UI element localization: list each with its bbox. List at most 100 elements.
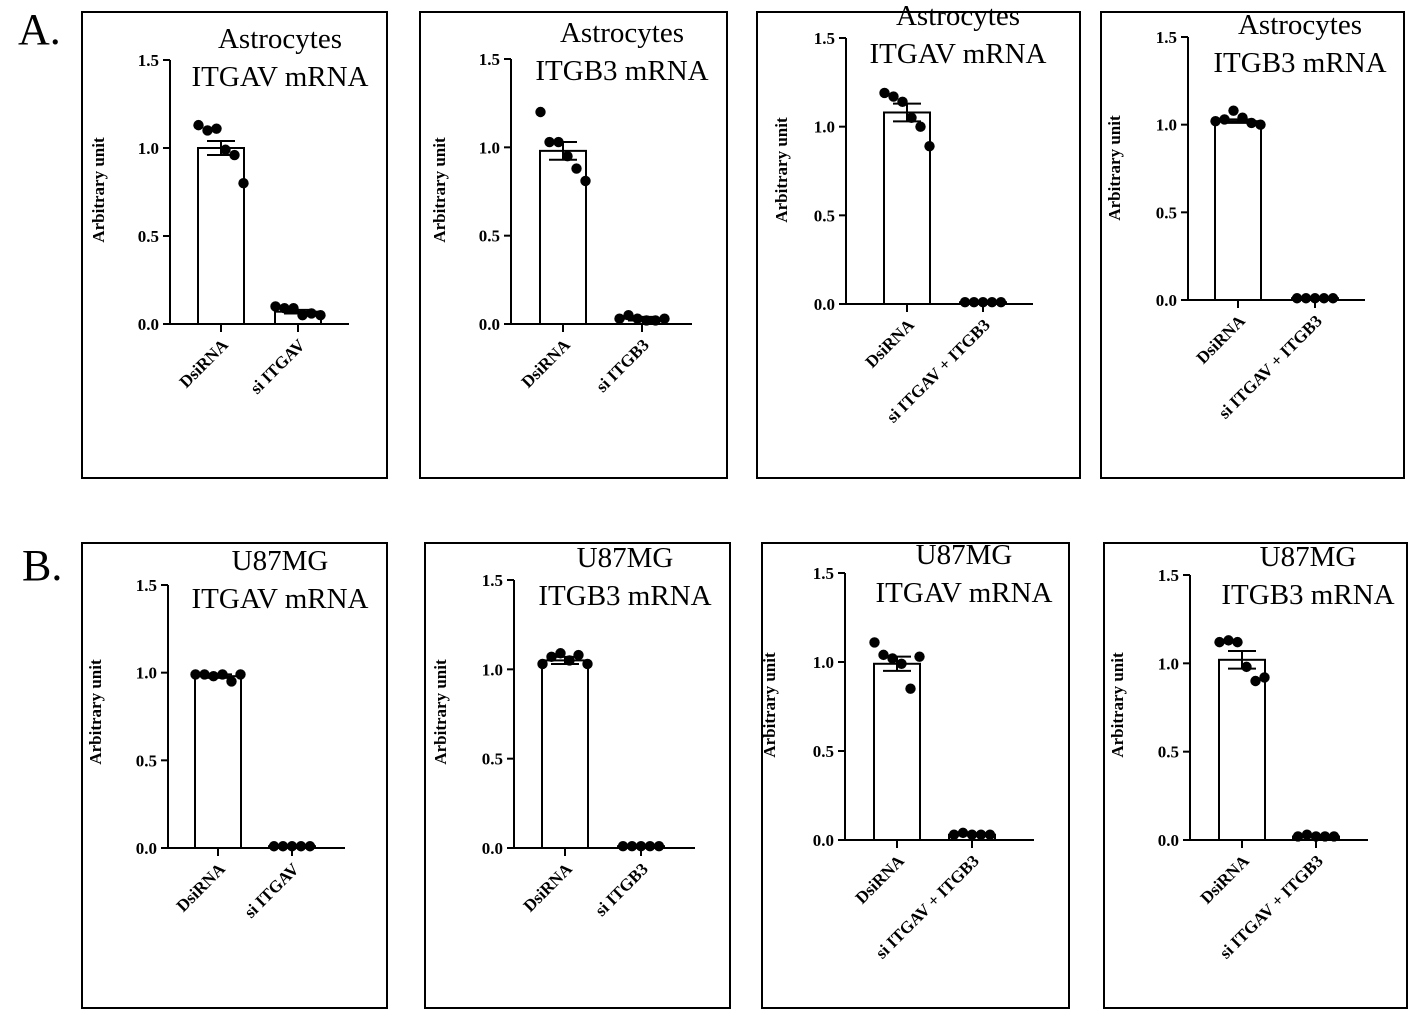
y-tick-label: 1.5 [136,576,157,595]
data-point [1310,831,1322,842]
chart-title-line: ITGB3 mRNA [538,580,711,612]
data-point [632,313,643,324]
y-tick-label: 1.0 [1156,116,1177,135]
y-tick-label: 0.5 [813,742,834,761]
y-tick-label: 1.0 [482,660,503,679]
data-point [580,175,591,187]
chart-title-line: U87MG [232,545,329,577]
data-point [220,144,231,155]
data-point [571,163,582,174]
data-point [1232,636,1243,648]
panel-frame [81,11,388,479]
data-point [537,658,548,670]
x-category-label: DsiRNA [862,315,919,372]
data-point [635,841,647,852]
data-point [968,297,980,308]
row-label-a: A. [18,5,61,54]
panel-frame [761,542,1070,1009]
data-point [582,658,593,670]
x-category-label: DsiRNA [520,859,577,916]
data-point [297,310,308,321]
bar [194,675,242,849]
data-point [304,841,316,852]
y-tick-label: 1.5 [813,564,834,583]
data-point [1228,105,1239,116]
y-tick-label: 0.0 [138,315,159,334]
data-point [986,297,998,308]
y-tick-label: 1.5 [1158,566,1179,585]
chart-panel: 0.0 0.5 1.0 1.5 Arbitrary unit U87MG ITGB3 mRN… [424,542,731,1009]
chart-title-line: ITGAV mRNA [870,38,1047,70]
x-category-label: si ITGAV [241,859,304,922]
y-tick-label: 0.5 [1158,743,1179,762]
y-tick-label: 0.5 [482,750,503,769]
y-tick-label: 0.0 [479,315,500,334]
y-tick-label: 1.0 [136,664,157,683]
chart-title-line: U87MG [1260,541,1357,573]
chart-panel: 0.0 0.5 1.0 1.5 Arbitrary unit Astrocytes ITGB… [419,11,728,479]
panel-frame [1103,542,1408,1009]
data-point [226,676,237,687]
data-point [217,669,228,680]
x-category-label: si ITGB3 [592,335,653,396]
y-tick-label: 0.5 [1156,203,1177,222]
chart-title-line: ITGAV mRNA [192,583,369,615]
x-category-label: si ITGAV [247,335,310,398]
data-point [1300,293,1312,304]
chart-panel: 0.0 0.5 1.0 1.5 Arbitrary unit Astrocytes ITGA… [81,11,388,479]
data-point [641,315,652,326]
data-point [897,96,908,108]
data-point [644,841,656,852]
y-tick-label: 1.0 [813,653,834,672]
chart-title-line: U87MG [916,539,1013,571]
data-point [1241,661,1252,673]
y-axis-title: Arbitrary unit [1108,652,1127,758]
y-tick-label: 1.5 [814,29,835,48]
chart-title-line: ITGAV mRNA [192,61,369,93]
data-point [544,136,555,148]
x-category-label: DsiRNA [518,335,575,392]
chart-title-line: ITGAV mRNA [876,577,1053,609]
panel-frame [424,542,731,1009]
data-point [1328,831,1340,842]
data-point [957,827,969,839]
panel-frame [81,542,388,1009]
x-category-label: si ITGB3 [591,859,652,920]
data-point [924,140,935,152]
data-point [959,297,971,308]
data-point [562,150,573,162]
x-category-label: DsiRNA [1197,851,1254,908]
chart-panel: 0.0 0.5 1.0 1.5 Arbitrary unit U87MG ITGAV mRN… [760,539,1070,1009]
data-point [202,125,213,136]
y-axis-title: Arbitrary unit [772,117,791,223]
data-point [288,302,299,314]
data-point [199,669,210,680]
y-axis-title: Arbitrary unit [86,659,105,765]
data-point [869,637,880,648]
data-point [277,841,289,852]
chart-title-line: U87MG [577,542,674,574]
bar [541,659,589,850]
data-point [270,301,281,312]
data-point [229,149,240,161]
data-point [1301,829,1313,840]
bar [1214,120,1262,301]
data-point [1292,831,1304,842]
y-tick-label: 0.5 [814,206,835,225]
chart-title-line: ITGB3 mRNA [535,55,708,87]
data-point [1327,293,1339,304]
data-point [1259,672,1270,683]
chart-title-line: Astrocytes [560,17,684,49]
panels: 0.0 0.5 1.0 1.5 Arbitrary unit Astrocytes ITGA… [81,0,1408,1009]
data-point [1318,293,1330,304]
data-point [905,683,916,694]
data-point [617,841,629,852]
data-point [653,841,665,852]
data-point [238,178,249,189]
data-point [279,302,290,314]
data-point [878,649,889,661]
panel-frame [419,11,728,479]
data-point [977,297,989,308]
data-point [948,829,960,840]
data-point [1214,636,1225,648]
